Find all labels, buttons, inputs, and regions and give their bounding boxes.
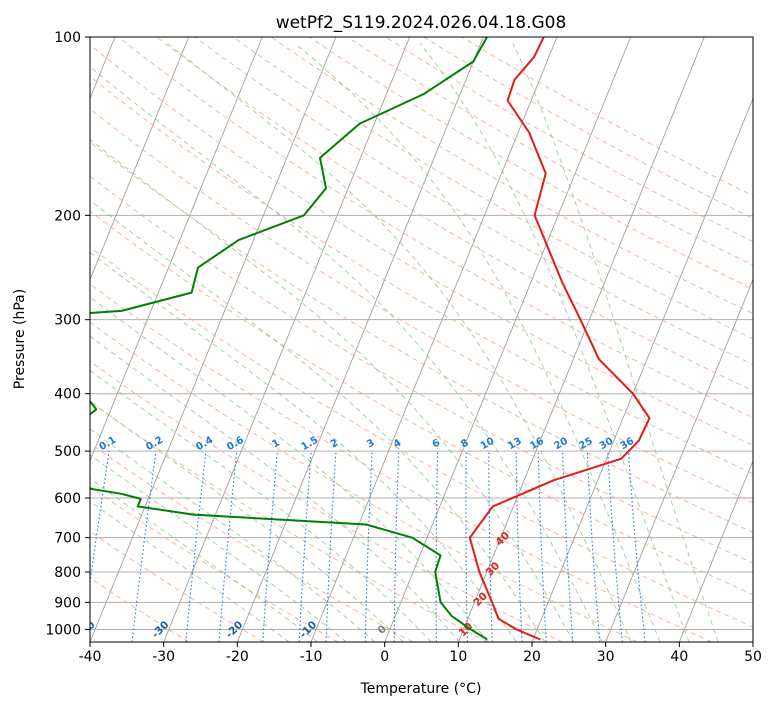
mixing-ratio-label: 3 bbox=[365, 437, 377, 450]
mixing-ratio-label: 1.5 bbox=[299, 435, 320, 453]
dry-adiabat-line bbox=[0, 37, 775, 642]
x-tick-label: -40 bbox=[79, 649, 102, 665]
mixing-ratio-label: 0.4 bbox=[194, 435, 215, 453]
mixing-ratio-line bbox=[299, 451, 311, 642]
mixing-ratio-line bbox=[489, 451, 492, 642]
dry-adiabat-line bbox=[271, 37, 775, 642]
isotherm-line bbox=[16, 37, 262, 642]
mixing-ratio-line bbox=[466, 451, 468, 642]
dry-adiabat-line bbox=[0, 37, 264, 642]
dry-adiabat-line bbox=[0, 37, 775, 642]
mixing-ratio-label: 16 bbox=[528, 436, 546, 453]
isotherm-line bbox=[164, 37, 410, 642]
moist-adiabat-line bbox=[167, 43, 631, 642]
x-tick-label: -30 bbox=[152, 649, 175, 665]
mixing-ratio-line bbox=[608, 451, 623, 642]
mixing-ratio-label: 0.6 bbox=[225, 435, 246, 453]
mixing-ratio-line bbox=[365, 451, 372, 642]
mixing-ratio-label: 30 bbox=[598, 436, 616, 453]
dry-adiabat-line bbox=[0, 37, 488, 642]
x-tick-label: 0 bbox=[380, 649, 389, 665]
dry-adiabat-line bbox=[157, 37, 775, 642]
y-tick-label: 500 bbox=[54, 444, 81, 460]
y-tick-label: 1000 bbox=[45, 622, 81, 638]
mixing-ratio-line bbox=[629, 451, 646, 642]
y-tick-label: 300 bbox=[54, 313, 81, 329]
isotherm-line bbox=[458, 37, 704, 642]
moist-adiabat-line bbox=[0, 43, 574, 642]
mixing-ratio-label: 0.2 bbox=[144, 435, 165, 453]
dry-adiabat-label: 0 bbox=[375, 623, 389, 637]
dry-adiabat-label: -10 bbox=[297, 619, 319, 641]
dry-adiabat-label: 40 bbox=[493, 530, 512, 549]
dry-adiabat-label: 30 bbox=[483, 560, 502, 579]
dry-adiabat-line bbox=[0, 37, 775, 642]
mixing-ratio-label: 1 bbox=[270, 437, 282, 450]
mixing-ratio-line bbox=[219, 451, 237, 642]
x-tick-label: -20 bbox=[226, 649, 249, 665]
moist-adiabat-line bbox=[513, 43, 718, 642]
moist-adiabat-line bbox=[0, 43, 545, 642]
isotherm-line bbox=[90, 37, 336, 642]
mixing-ratio-line bbox=[436, 451, 438, 642]
dry-adiabat-line bbox=[4, 37, 775, 642]
dry-adiabat-line bbox=[309, 37, 775, 642]
mixing-ratio-line bbox=[186, 451, 206, 642]
chart-title: wetPf2_S119.2024.026.04.18.G08 bbox=[276, 13, 567, 33]
isotherm-line bbox=[606, 37, 775, 642]
moist-adiabat-line bbox=[0, 43, 403, 642]
mixing-ratio-line bbox=[82, 451, 109, 642]
x-tick-label: 50 bbox=[744, 649, 762, 665]
isotherm-line bbox=[532, 37, 775, 642]
dry-adiabat-line bbox=[0, 37, 775, 642]
y-tick-label: 400 bbox=[54, 387, 81, 403]
x-tick-label: -10 bbox=[300, 649, 323, 665]
mixing-ratio-line bbox=[538, 451, 546, 642]
dry-adiabat-label: -20 bbox=[223, 619, 245, 641]
y-tick-label: 200 bbox=[54, 208, 81, 224]
moist-adiabat-line bbox=[0, 43, 431, 642]
mixing-ratio-label: 8 bbox=[459, 437, 471, 450]
moist-adiabat-line bbox=[0, 43, 289, 642]
mixing-ratio-label: 20 bbox=[553, 436, 571, 453]
y-tick-label: 800 bbox=[54, 565, 81, 581]
dry-adiabat-line bbox=[0, 37, 338, 642]
dry-adiabat-line bbox=[80, 37, 775, 642]
dry-adiabat-label: -50 bbox=[2, 619, 24, 641]
moist-adiabat-line bbox=[0, 43, 488, 642]
x-tick-label: 40 bbox=[670, 649, 688, 665]
x-tick-label: 20 bbox=[523, 649, 541, 665]
y-tick-label: 600 bbox=[54, 491, 81, 507]
mixing-ratio-line bbox=[263, 451, 278, 642]
dry-adiabat-label: -30 bbox=[150, 619, 172, 641]
moist-adiabat-line bbox=[0, 43, 318, 642]
x-tick-label: 30 bbox=[597, 649, 615, 665]
x-tick-label: 10 bbox=[449, 649, 467, 665]
y-tick-label: 100 bbox=[54, 30, 81, 46]
y-tick-label: 900 bbox=[54, 595, 81, 611]
moist-adiabat-line bbox=[62, 43, 603, 642]
mixing-ratio-label: 13 bbox=[506, 436, 524, 453]
y-axis-label: Pressure (hPa) bbox=[12, 289, 28, 389]
x-axis-label: Temperature (°C) bbox=[360, 681, 482, 697]
dry-adiabat-line bbox=[348, 37, 775, 642]
mixing-ratio-line bbox=[326, 451, 336, 642]
y-tick-label: 700 bbox=[54, 531, 81, 547]
mixing-ratio-label: 36 bbox=[618, 436, 636, 453]
dry-adiabat-line bbox=[233, 37, 775, 642]
plot-area: 0.10.20.40.611.52346810131620253036-100-… bbox=[0, 37, 775, 643]
dewpoint-profile-line bbox=[0, 37, 487, 640]
mixing-ratio-label: 2 bbox=[329, 437, 341, 450]
mixing-ratio-label: 25 bbox=[577, 436, 595, 453]
mixing-ratio-label: 0.1 bbox=[97, 435, 118, 453]
mixing-ratio-label: 10 bbox=[479, 436, 497, 453]
dry-adiabat-line bbox=[0, 37, 562, 642]
mixing-ratio-line bbox=[132, 451, 156, 642]
dry-adiabat-line bbox=[424, 37, 775, 642]
isotherm-line bbox=[753, 37, 775, 642]
mixing-ratio-label: 4 bbox=[392, 437, 404, 450]
